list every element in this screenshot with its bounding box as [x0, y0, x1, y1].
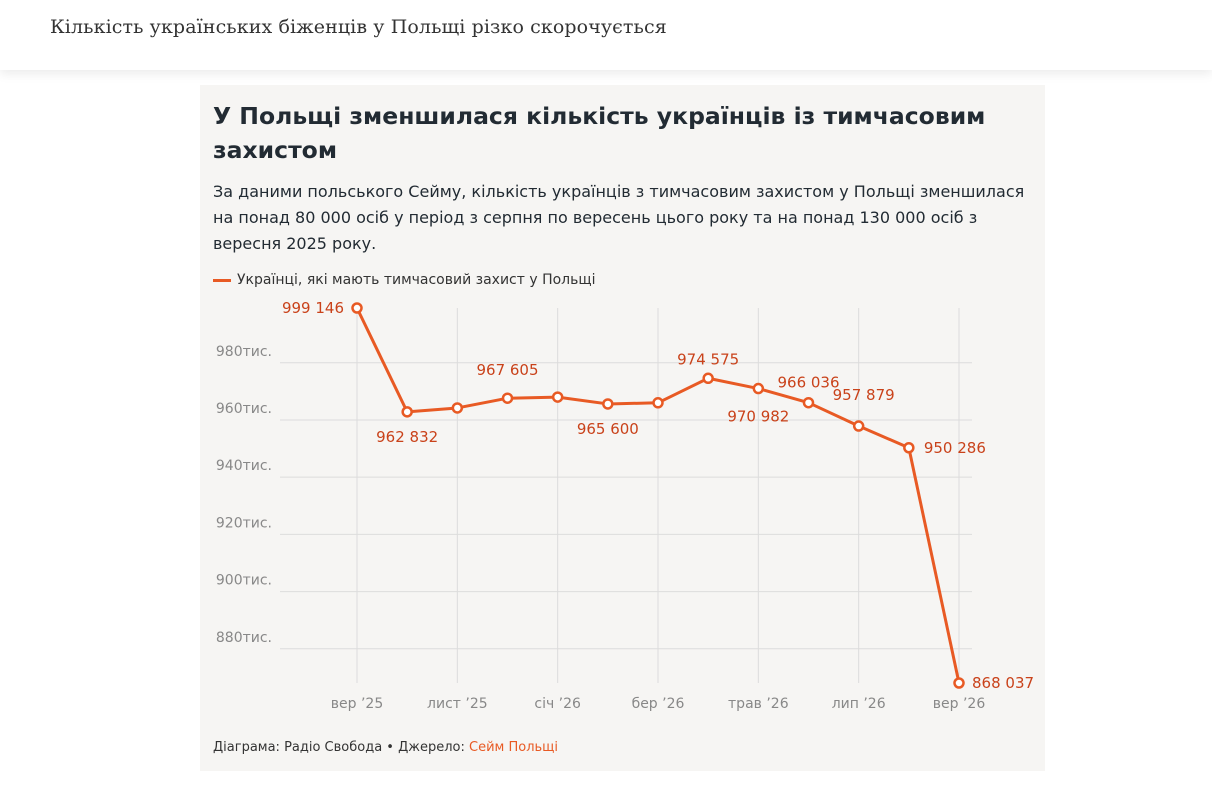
source-link[interactable]: Сейм Польщі [469, 740, 559, 755]
data-label: 957 879 [833, 386, 895, 404]
data-point [501, 392, 514, 404]
x-tick-label: лип ’26 [832, 696, 886, 712]
page-title: Кількість українських біженців у Польщі … [50, 16, 667, 38]
chart-title: У Польщі зменшилася кількість українців … [213, 102, 986, 164]
y-tick-label: 940тис. [216, 458, 272, 474]
x-tick-label: лист ’25 [427, 696, 488, 712]
data-point [752, 382, 765, 395]
y-tick-label: 880тис. [216, 630, 272, 646]
data-point [602, 398, 614, 410]
data-point [953, 677, 965, 689]
x-tick-label: вер ’25 [331, 696, 383, 712]
footer-credit: Діаграма: Радіо Свобода • Джерело: [213, 740, 470, 755]
y-tick-label: 920тис. [216, 515, 272, 531]
legend-swatch [213, 278, 231, 282]
x-tick-label: січ ’26 [534, 696, 581, 712]
data-label: 999 146 [282, 299, 344, 317]
data-point [551, 391, 564, 403]
chart-footer: Діаграма: Радіо Свобода • Джерело: Сейм … [213, 740, 558, 755]
data-point [351, 302, 363, 314]
data-label: 967 605 [476, 361, 538, 379]
x-tick-label: бер ’26 [632, 696, 685, 712]
x-tick-label: вер ’26 [933, 696, 986, 712]
data-point [401, 406, 413, 418]
chart-card: У Польщі зменшилася кількість українців … [200, 85, 1045, 771]
data-point [903, 442, 915, 454]
y-tick-label: 900тис. [216, 573, 272, 589]
data-point [702, 372, 714, 385]
legend-label: Українці, які мають тимчасовий захист у … [237, 272, 596, 288]
data-point [852, 420, 865, 432]
top-bar: Кількість українських біженців у Польщі … [0, 0, 1212, 70]
data-label: 868 037 [972, 674, 1034, 692]
chart-subtitle: За даними польського Сейму, кількість ук… [213, 182, 1025, 253]
line-chart: 880тис. 900тис. 920тис. 940тис. 960тис. 980ти… [216, 299, 1034, 712]
y-tick-label: 980тис. [216, 344, 272, 360]
y-tick-label: 960тис. [216, 401, 272, 417]
data-label: 965 600 [577, 420, 639, 438]
data-label: 966 036 [777, 374, 839, 392]
data-label: 950 286 [924, 439, 986, 457]
data-label: 974 575 [677, 350, 739, 368]
chart-legend: Українці, які мають тимчасовий захист у … [213, 272, 595, 288]
data-label: 970 982 [727, 408, 789, 426]
data-label: 962 832 [376, 428, 438, 446]
data-point [802, 396, 815, 409]
data-point [451, 402, 464, 414]
x-tick-label: трав ’26 [728, 696, 789, 712]
data-point [652, 397, 664, 409]
